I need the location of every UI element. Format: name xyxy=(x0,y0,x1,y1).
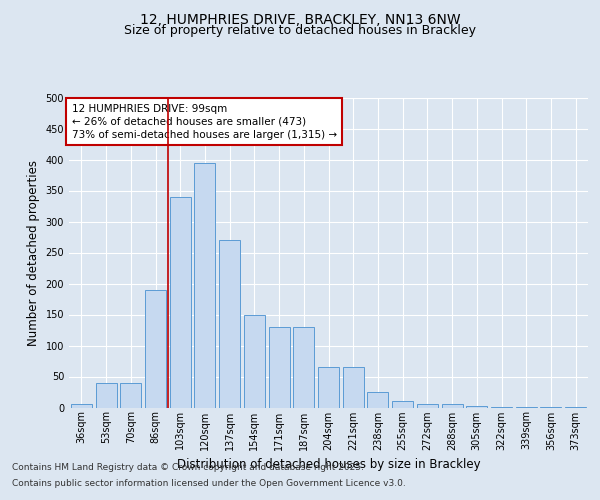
Bar xyxy=(244,314,265,408)
Bar xyxy=(442,404,463,407)
Bar xyxy=(194,162,215,408)
Bar xyxy=(541,407,562,408)
Text: Size of property relative to detached houses in Brackley: Size of property relative to detached ho… xyxy=(124,24,476,37)
Bar xyxy=(392,402,413,407)
Bar xyxy=(170,196,191,408)
Bar xyxy=(343,367,364,408)
Bar xyxy=(367,392,388,407)
Bar xyxy=(417,404,438,407)
Text: 12, HUMPHRIES DRIVE, BRACKLEY, NN13 6NW: 12, HUMPHRIES DRIVE, BRACKLEY, NN13 6NW xyxy=(140,12,460,26)
Bar xyxy=(219,240,240,408)
Text: 12 HUMPHRIES DRIVE: 99sqm
← 26% of detached houses are smaller (473)
73% of semi: 12 HUMPHRIES DRIVE: 99sqm ← 26% of detac… xyxy=(71,104,337,140)
X-axis label: Distribution of detached houses by size in Brackley: Distribution of detached houses by size … xyxy=(176,458,481,471)
Bar xyxy=(491,407,512,408)
Y-axis label: Number of detached properties: Number of detached properties xyxy=(27,160,40,346)
Bar xyxy=(269,327,290,407)
Bar xyxy=(565,407,586,408)
Bar xyxy=(318,367,339,408)
Bar xyxy=(71,404,92,407)
Bar xyxy=(466,406,487,408)
Bar xyxy=(145,290,166,408)
Bar xyxy=(516,407,537,408)
Bar xyxy=(293,327,314,407)
Text: Contains HM Land Registry data © Crown copyright and database right 2025.: Contains HM Land Registry data © Crown c… xyxy=(12,464,364,472)
Bar xyxy=(120,382,141,407)
Text: Contains public sector information licensed under the Open Government Licence v3: Contains public sector information licen… xyxy=(12,478,406,488)
Bar xyxy=(95,382,116,407)
